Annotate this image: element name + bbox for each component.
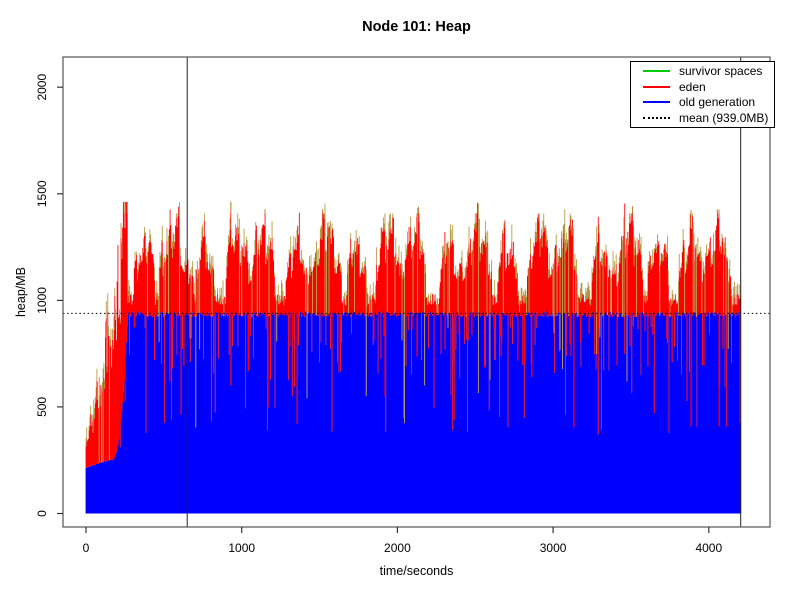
- legend-line-sample: [643, 117, 670, 120]
- legend-item: mean (939.0MB): [631, 111, 774, 126]
- legend-item-label: old generation: [679, 95, 756, 110]
- chart-title: Node 101: Heap: [362, 19, 471, 35]
- legend-line-sample: [643, 101, 670, 104]
- y-tick-label: 1000: [35, 287, 49, 314]
- legend: survivor spaces eden old generation mean (9…: [630, 61, 775, 128]
- x-tick-label: 2000: [384, 541, 411, 555]
- x-tick-label: 1000: [228, 541, 255, 555]
- x-tick-label: 3000: [540, 541, 567, 555]
- legend-item-label: eden: [679, 79, 706, 94]
- legend-item: old generation: [631, 95, 774, 110]
- legend-item-label: mean (939.0MB): [679, 111, 769, 126]
- plot-border: [62, 56, 771, 528]
- y-tick-label: 1500: [35, 180, 49, 207]
- y-tick-label: 2000: [35, 74, 49, 101]
- legend-line-sample: [643, 69, 670, 72]
- y-tick-label: 0: [35, 510, 49, 517]
- old-generation-series: [85, 311, 742, 514]
- legend-line-sample: [643, 85, 670, 88]
- legend-item: eden: [631, 79, 774, 94]
- y-tick-label: 500: [35, 397, 49, 417]
- legend-item: survivor spaces: [631, 63, 774, 78]
- x-tick-label: 0: [83, 541, 90, 555]
- eden-series: [85, 201, 742, 468]
- survivor-spaces-series: [85, 201, 742, 463]
- x-tick-label: 4000: [695, 541, 722, 555]
- legend-item-label: survivor spaces: [679, 63, 763, 78]
- x-axis-label: time/seconds: [379, 564, 454, 578]
